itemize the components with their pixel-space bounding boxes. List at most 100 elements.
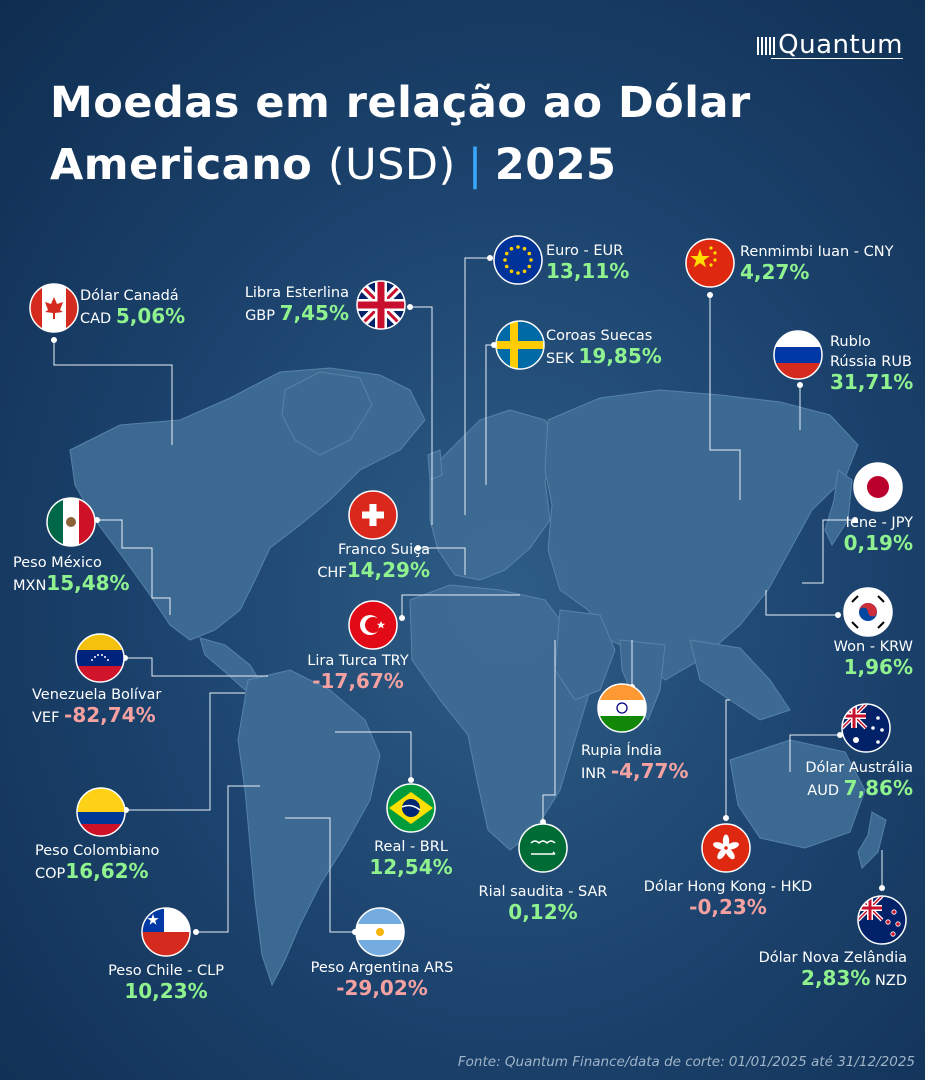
label-chf: Franco Suiça CHF14,29% — [317, 540, 430, 583]
leader-line-krw — [765, 590, 838, 616]
source-note: Fonte: Quantum Finance/data de corte: 01… — [457, 1054, 915, 1070]
russia-flag-icon — [773, 330, 823, 380]
value-positive: 2,83% — [801, 966, 871, 990]
label-name: Peso Colombiano — [35, 843, 160, 859]
label-name: Dólar Canadá — [80, 288, 179, 304]
label-ars: Peso Argentina ARS -29,02% — [302, 958, 462, 998]
logo-bars-icon — [757, 37, 776, 55]
mexico-flag-icon — [46, 497, 96, 547]
label-code: Rússia RUB — [830, 354, 912, 370]
value-negative: -4,77% — [610, 759, 689, 783]
label-brl: Real - BRL 12,54% — [354, 837, 468, 877]
colombia-flag-icon — [76, 787, 126, 837]
label-name: Won - KRW — [833, 639, 913, 655]
label-code: MXN — [13, 578, 47, 594]
label-gbp: Libra Esterlina GBP 7,45% — [245, 283, 349, 326]
value-positive: 0,19% — [843, 531, 913, 555]
leader-line-hkd — [725, 699, 730, 818]
leader-line-chf — [418, 547, 466, 575]
label-krw: Won - KRW 1,96% — [834, 637, 913, 677]
southeast-asia-shape — [689, 639, 791, 721]
leader-line-aud — [789, 734, 840, 772]
label-name: Euro - EUR — [546, 243, 624, 259]
label-code: CHF — [317, 565, 347, 581]
south-america-shape — [237, 669, 381, 987]
value-positive: 7,86% — [843, 776, 913, 800]
title-year: 2025 — [494, 140, 617, 190]
label-name: Dólar Hong Kong - HKD — [643, 879, 813, 895]
korea-flag-icon — [843, 587, 893, 637]
value-negative: -29,02% — [336, 976, 428, 1000]
new-zealand-shape — [857, 811, 887, 869]
label-code: GBP — [245, 308, 275, 324]
label-code: NZD — [875, 973, 907, 989]
leader-line-clp — [196, 785, 260, 933]
value-negative: -17,67% — [312, 669, 404, 693]
label-code: INR — [581, 766, 607, 782]
africa-shape — [409, 584, 591, 851]
label-row: INR -4,77% — [581, 761, 689, 784]
brazil-flag-icon — [386, 783, 436, 833]
label-row: CAD 5,06% — [80, 306, 185, 329]
value-positive: 13,11% — [546, 259, 630, 283]
label-sek: Coroas Suecas SEK 19,85% — [546, 326, 662, 369]
label-name: Libra Esterlina — [244, 285, 349, 301]
hongkong-flag-icon — [701, 823, 751, 873]
value-positive: 14,29% — [346, 558, 430, 582]
label-row: VEF -82,74% — [32, 705, 161, 728]
label-name: Real - BRL — [374, 839, 448, 855]
label-name: Rublo — [830, 334, 871, 350]
label-row: COP16,62% — [35, 861, 159, 884]
label-code: COP — [35, 866, 66, 882]
label-name: Lira Turca TRY — [307, 653, 409, 669]
europe-shape — [429, 409, 561, 581]
leader-line-cny — [709, 295, 741, 500]
uk-shape — [427, 449, 443, 481]
eu-flag-icon — [493, 235, 543, 285]
label-row: GBP 7,45% — [245, 303, 349, 326]
label-name: Peso Chile - CLP — [108, 963, 224, 979]
asia-shape — [544, 389, 859, 681]
label-jpy: Iene - JPY 0,19% — [844, 513, 913, 553]
value-positive: 12,54% — [369, 855, 453, 879]
label-row: AUD 7,86% — [805, 778, 913, 801]
page-title: Moedas em relação ao Dólar Americano (US… — [50, 72, 751, 196]
title-light: (USD) — [327, 140, 456, 190]
venezuela-flag-icon — [75, 633, 125, 683]
label-vef: Venezuela Bolívar VEF -82,74% — [32, 685, 161, 728]
newzealand-flag-icon — [857, 895, 907, 945]
leader-line-jpy — [802, 519, 855, 584]
leader-line-eur — [464, 257, 490, 515]
label-name: Rupia Índia — [581, 743, 662, 759]
label-name: Renmimbi Iuan - CNY — [740, 244, 894, 260]
label-row: CHF14,29% — [317, 560, 430, 583]
value-positive: 7,45% — [279, 301, 349, 325]
china-flag-icon — [685, 238, 735, 288]
argentina-flag-icon — [355, 907, 405, 957]
saudi-flag-icon — [518, 823, 568, 873]
label-code: CAD — [80, 311, 112, 327]
label-code: SEK — [546, 351, 574, 367]
title-bold: Americano — [50, 140, 313, 190]
title-line-1: Moedas em relação ao Dólar — [50, 78, 751, 128]
label-mxn: Peso México MXN15,48% — [13, 553, 130, 596]
leader-line-ars — [285, 817, 355, 933]
label-row: 2,83% NZD — [759, 968, 907, 991]
value-positive: 4,27% — [740, 260, 810, 284]
label-row: MXN15,48% — [13, 573, 130, 596]
leader-line-brl — [335, 731, 412, 780]
chile-flag-icon — [141, 907, 191, 957]
leader-line-gbp — [410, 306, 433, 525]
value-positive: 0,12% — [508, 900, 578, 924]
australia-shape — [729, 739, 866, 849]
brand-underline — [771, 58, 903, 59]
label-row: SEK 19,85% — [546, 346, 662, 369]
value-positive: 15,48% — [46, 571, 130, 595]
label-aud: Dólar Austrália AUD 7,86% — [805, 758, 913, 801]
canada-flag-icon — [29, 283, 79, 333]
value-positive: 5,06% — [115, 304, 186, 328]
label-name: Dólar Nova Zelândia — [758, 950, 907, 966]
continents — [69, 367, 887, 987]
switzerland-flag-icon — [348, 490, 398, 540]
